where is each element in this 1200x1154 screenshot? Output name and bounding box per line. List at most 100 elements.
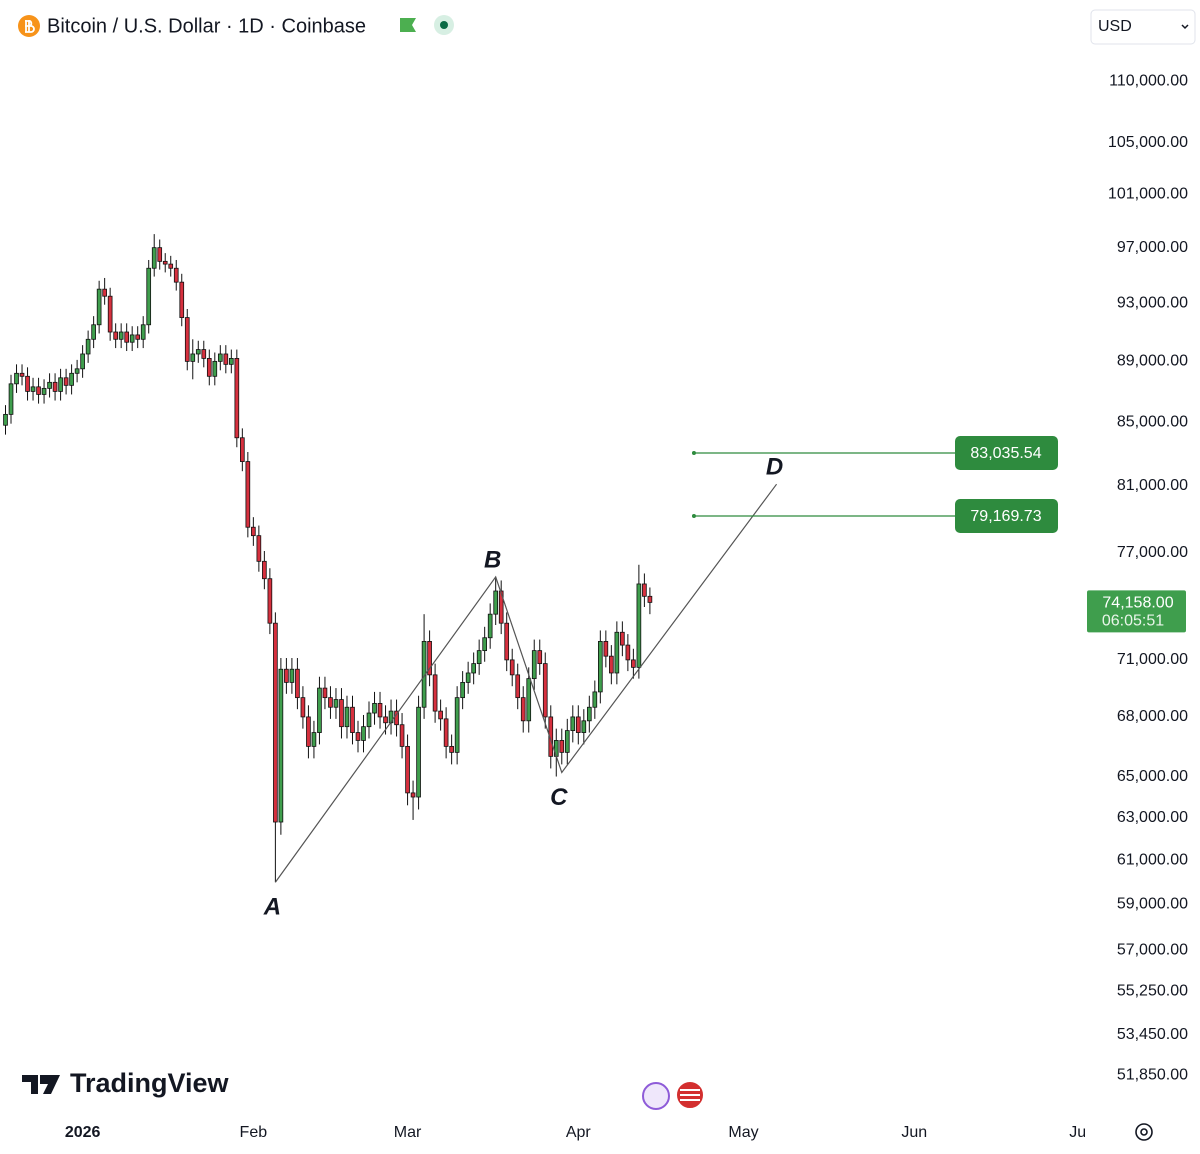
candle-body xyxy=(581,720,587,733)
y-tick-label: 101,000.00 xyxy=(1108,185,1188,202)
candle-body xyxy=(3,413,8,426)
candle-body xyxy=(322,687,328,699)
candle-body xyxy=(410,792,416,798)
y-tick-label: 71,000.00 xyxy=(1117,651,1188,668)
candle-body xyxy=(96,288,102,326)
logo-dot xyxy=(40,1075,48,1083)
flag-stripes xyxy=(680,1089,700,1101)
candle-body xyxy=(339,699,344,728)
candle-body xyxy=(228,358,234,365)
candle-body xyxy=(586,706,592,722)
y-tick-label: 93,000.00 xyxy=(1117,295,1188,312)
candle-body xyxy=(129,334,135,343)
candle-body xyxy=(41,387,47,395)
x-tick-label: Apr xyxy=(566,1124,592,1141)
candle-body xyxy=(344,706,350,728)
candle-body xyxy=(598,641,603,693)
pattern-label: D xyxy=(766,454,783,481)
last-price-label: 74,158.00 xyxy=(1102,595,1173,612)
candle-body xyxy=(14,372,19,385)
candle-body xyxy=(124,331,130,343)
watermark: TradingView xyxy=(70,1068,230,1098)
candle-body xyxy=(245,461,251,528)
candle-body xyxy=(69,372,74,386)
candle-body xyxy=(107,295,113,333)
x-tick-label: Mar xyxy=(394,1124,422,1141)
x-tick-label: May xyxy=(728,1124,758,1141)
x-tick-label: Jul xyxy=(1069,1124,1089,1141)
candle-body xyxy=(278,668,284,823)
y-tick-label: 85,000.00 xyxy=(1117,413,1188,430)
candle-body xyxy=(548,716,554,757)
candle-body xyxy=(443,718,449,747)
dropdown-caret[interactable] xyxy=(1181,24,1189,30)
candle-body xyxy=(151,247,157,269)
candle-body xyxy=(564,730,570,753)
candle-body xyxy=(355,732,361,741)
candle-body xyxy=(432,674,438,712)
y-tick-label: 59,000.00 xyxy=(1117,896,1188,913)
candle-body xyxy=(74,368,80,374)
candle-body xyxy=(377,702,383,718)
candle-body xyxy=(542,663,548,718)
candle-body xyxy=(493,590,499,615)
candle-body xyxy=(438,710,443,720)
x-tick-label: 2026 xyxy=(65,1124,101,1141)
candle-body xyxy=(25,375,30,392)
candle-body xyxy=(471,663,476,674)
candle-body xyxy=(201,349,207,359)
candle-body xyxy=(262,560,267,580)
candle-body xyxy=(350,706,355,733)
y-tick-label: 81,000.00 xyxy=(1117,477,1188,494)
currency-select[interactable] xyxy=(1090,9,1196,45)
status-dot xyxy=(440,21,448,29)
candle-body xyxy=(234,358,240,439)
candle-body xyxy=(609,655,614,674)
y-tick-label: 57,000.00 xyxy=(1117,941,1188,958)
candle-body xyxy=(30,386,36,392)
currency-label[interactable]: USD xyxy=(1098,18,1132,35)
candle-body xyxy=(212,360,218,377)
candle-body xyxy=(625,644,631,661)
level-badge xyxy=(955,436,1058,471)
candle-body xyxy=(36,386,41,395)
candle-body xyxy=(476,650,482,665)
candle-body xyxy=(487,613,493,639)
flash-icon[interactable] xyxy=(642,1082,670,1110)
candle-body xyxy=(570,716,576,731)
candle-body xyxy=(647,595,653,603)
candle-body xyxy=(195,349,201,355)
y-tick-label: 68,000.00 xyxy=(1117,708,1188,725)
y-tick-label: 110,000.00 xyxy=(1109,73,1188,90)
candle-body xyxy=(135,334,141,340)
level-badge xyxy=(955,499,1058,534)
pattern-line xyxy=(274,483,778,883)
y-tick-label: 55,250.00 xyxy=(1117,982,1188,999)
flag-icon xyxy=(400,18,416,32)
level-anchor xyxy=(691,451,696,456)
candle-body xyxy=(482,637,487,652)
candle-body xyxy=(206,358,212,377)
pattern-label: A xyxy=(263,894,281,921)
candle-body xyxy=(58,377,63,392)
level-anchor xyxy=(691,514,696,519)
candle-body xyxy=(289,668,295,683)
candle-body xyxy=(273,622,278,823)
candle-body xyxy=(284,668,289,683)
candle-body xyxy=(531,650,537,680)
candle-body xyxy=(240,437,245,462)
candle-body xyxy=(267,578,273,624)
candle-body xyxy=(631,659,636,668)
candle-body xyxy=(504,622,510,661)
candle-body xyxy=(184,317,190,362)
candle-body xyxy=(559,740,565,753)
candle-body xyxy=(251,526,256,537)
candle-body xyxy=(63,377,69,386)
candle-body xyxy=(449,745,454,753)
settings-icon[interactable] xyxy=(1135,1123,1153,1141)
candle-body xyxy=(179,281,185,318)
candle-body xyxy=(383,716,388,724)
candle-body xyxy=(520,697,526,722)
candle-body xyxy=(427,641,432,676)
candle-body xyxy=(8,383,14,415)
